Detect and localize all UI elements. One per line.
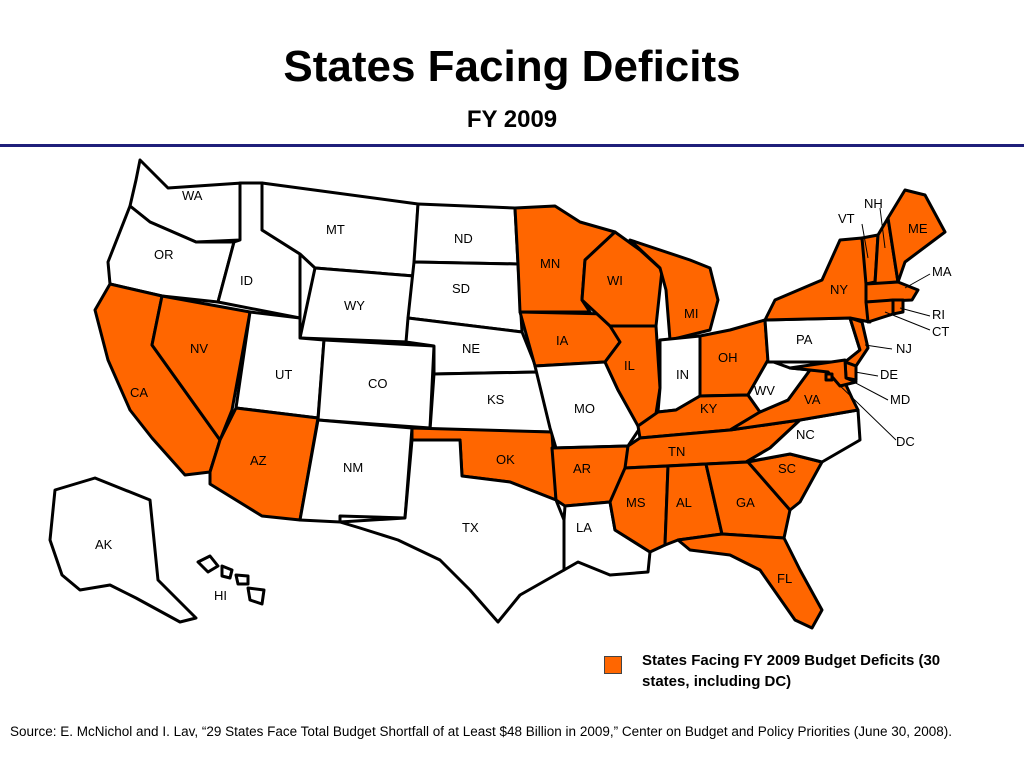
label-MS: MS xyxy=(626,495,646,510)
label-WI: WI xyxy=(607,273,623,288)
label-SD: SD xyxy=(452,281,470,296)
page-title: States Facing Deficits xyxy=(283,42,741,91)
state-labels: WA OR CA NV ID MT WY UT AZ CO NM ND SD N… xyxy=(95,188,952,603)
label-DE: DE xyxy=(880,367,898,382)
label-OR: OR xyxy=(154,247,174,262)
title-divider xyxy=(0,144,1024,147)
us-map: WA OR CA NV ID MT WY UT AZ CO NM ND SD N… xyxy=(48,158,952,630)
label-FL: FL xyxy=(777,571,792,586)
state-TX xyxy=(338,438,566,624)
label-AL: AL xyxy=(676,495,692,510)
legend-swatch xyxy=(604,656,622,674)
label-LA: LA xyxy=(576,520,592,535)
state-PA xyxy=(763,316,862,364)
label-IL: IL xyxy=(624,358,635,373)
label-NV: NV xyxy=(190,341,208,356)
label-HI: HI xyxy=(214,588,227,603)
label-NE: NE xyxy=(462,341,480,356)
label-MN: MN xyxy=(540,256,560,271)
state-RI xyxy=(891,298,905,316)
label-GA: GA xyxy=(736,495,755,510)
legend-label: States Facing FY 2009 Budget Deficits (3… xyxy=(642,652,941,690)
state-MI xyxy=(628,238,720,342)
label-IA: IA xyxy=(556,333,569,348)
label-CT: CT xyxy=(932,324,949,339)
label-IN: IN xyxy=(676,367,689,382)
label-AR: AR xyxy=(573,461,591,476)
label-OK: OK xyxy=(496,452,515,467)
label-NM: NM xyxy=(343,460,363,475)
label-WV: WV xyxy=(754,383,775,398)
label-MO: MO xyxy=(574,401,595,416)
label-AK: AK xyxy=(95,537,113,552)
label-RI: RI xyxy=(932,307,945,322)
label-MA: MA xyxy=(932,264,952,279)
label-KS: KS xyxy=(487,392,505,407)
state-DC xyxy=(824,372,834,382)
state-HI xyxy=(196,554,266,606)
label-MT: MT xyxy=(326,222,345,237)
label-NY: NY xyxy=(830,282,848,297)
label-NC: NC xyxy=(796,427,815,442)
state-FL xyxy=(676,532,824,630)
state-WI xyxy=(580,230,664,328)
label-WY: WY xyxy=(344,298,365,313)
state-CT xyxy=(864,298,895,324)
label-MI: MI xyxy=(684,306,698,321)
label-CO: CO xyxy=(368,376,388,391)
label-ID: ID xyxy=(240,273,253,288)
label-DC: DC xyxy=(896,434,915,449)
label-ME: ME xyxy=(908,221,928,236)
state-AK xyxy=(48,476,198,624)
label-ND: ND xyxy=(454,231,473,246)
label-MD: MD xyxy=(890,392,910,407)
label-CA: CA xyxy=(130,385,148,400)
label-TN: TN xyxy=(668,444,685,459)
source-note: Source: E. McNichol and I. Lav, “29 Stat… xyxy=(10,724,953,739)
label-AZ: AZ xyxy=(250,453,267,468)
label-OH: OH xyxy=(718,350,738,365)
leader-lines xyxy=(831,207,931,441)
label-VT: VT xyxy=(838,211,855,226)
label-KY: KY xyxy=(700,401,718,416)
label-VA: VA xyxy=(804,392,821,407)
state-GA xyxy=(704,460,792,540)
state-MD xyxy=(788,358,858,388)
label-NJ: NJ xyxy=(896,341,912,356)
label-UT: UT xyxy=(275,367,292,382)
label-NH: NH xyxy=(864,196,883,211)
state-NY xyxy=(763,236,872,324)
label-PA: PA xyxy=(796,332,813,347)
page-subtitle: FY 2009 xyxy=(466,106,558,133)
label-SC: SC xyxy=(778,461,796,476)
label-TX: TX xyxy=(462,520,479,535)
state-MA xyxy=(864,280,920,304)
label-WA: WA xyxy=(182,188,203,203)
